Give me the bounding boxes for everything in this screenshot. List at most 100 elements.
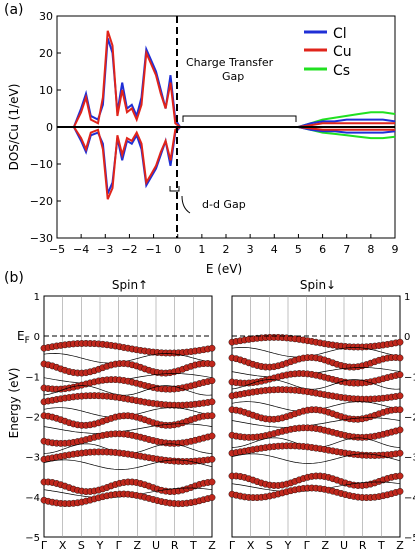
band-weight-dot bbox=[396, 449, 404, 457]
k-point-label: X bbox=[247, 539, 255, 552]
band-y-tick-label: −1 bbox=[404, 372, 415, 383]
band-line bbox=[231, 453, 401, 464]
k-point-label: U bbox=[152, 539, 160, 552]
dos-x-tick-label: 0 bbox=[174, 243, 181, 256]
k-point-label: Y bbox=[284, 539, 292, 552]
band-y-tick-label: −3 bbox=[25, 453, 40, 464]
legend-label-cu: Cu bbox=[333, 44, 352, 60]
dos-y-tick-label: −10 bbox=[30, 158, 53, 171]
band-line bbox=[43, 423, 213, 434]
band-weight-dot bbox=[396, 392, 404, 400]
band-y-tick-label: −5 bbox=[25, 533, 40, 544]
ct-gap-label-line2: Gap bbox=[222, 70, 244, 83]
legend-label-cl: Cl bbox=[333, 26, 347, 42]
band-weight-dot bbox=[396, 426, 404, 434]
dos-x-axis-label: E (eV) bbox=[206, 262, 242, 276]
dos-series-cu-down bbox=[73, 126, 395, 200]
k-point-label: U bbox=[340, 539, 348, 552]
dd-gap-label: d-d Gap bbox=[202, 198, 246, 211]
band-y-axis-label: Energy (eV) bbox=[7, 368, 21, 439]
band-y-tick-label: −2 bbox=[25, 413, 40, 424]
band-y-tick-label: 0 bbox=[34, 332, 40, 343]
dos-y-ticks: −30 −20 −10 0 10 20 30 bbox=[30, 10, 61, 245]
k-point-label: X bbox=[59, 539, 67, 552]
dos-x-tick-label: 9 bbox=[392, 243, 399, 256]
ct-gap-bracket bbox=[182, 115, 297, 122]
panel-a-label: (a) bbox=[4, 2, 24, 18]
band-weight-dot bbox=[208, 398, 216, 406]
dos-x-tick-label: −3 bbox=[97, 243, 113, 256]
k-point-label: Y bbox=[96, 539, 104, 552]
bands-right bbox=[228, 296, 404, 537]
dos-y-axis-label: DOS/Cu (1/eV) bbox=[7, 84, 21, 171]
panel-b-label: (b) bbox=[4, 270, 24, 286]
band-weight-dot bbox=[208, 377, 216, 385]
dos-series-cu-up bbox=[73, 30, 395, 128]
k-point-label: S bbox=[78, 539, 85, 552]
band-line bbox=[43, 385, 213, 396]
dos-y-tick-label: 30 bbox=[39, 10, 53, 23]
band-weight-dot bbox=[396, 406, 404, 414]
k-point-label: Γ bbox=[116, 539, 123, 552]
k-point-label: Z bbox=[208, 539, 216, 552]
band-line bbox=[231, 417, 401, 428]
band-line bbox=[43, 459, 213, 470]
dos-x-tick-label: 5 bbox=[295, 243, 302, 256]
dos-y-tick-label: −20 bbox=[30, 195, 53, 208]
ct-gap-label-line1: Charge Transfer bbox=[186, 56, 274, 69]
dd-gap-bracket bbox=[169, 186, 180, 192]
dos-x-ticks: −5 −4 −3 −2 −1 0 1 2 3 4 5 6 7 8 9 bbox=[49, 234, 399, 256]
k-point-label: Z bbox=[134, 539, 142, 552]
dos-x-tick-label: −4 bbox=[73, 243, 89, 256]
dos-y-tick-label: 10 bbox=[39, 84, 53, 97]
band-weight-dot bbox=[208, 494, 216, 501]
dos-x-tick-label: 2 bbox=[223, 243, 230, 256]
dos-x-tick-label: −2 bbox=[121, 243, 137, 256]
band-y-tick-label: 1 bbox=[34, 292, 40, 303]
bands-left bbox=[40, 296, 216, 537]
band-y-tick-label: −1 bbox=[25, 372, 40, 383]
band-y-tick-label: −2 bbox=[404, 413, 415, 424]
band-weight-dot bbox=[208, 478, 216, 486]
band-y-tick-label: 0 bbox=[404, 332, 410, 343]
band-y-tick-label: −4 bbox=[25, 493, 40, 504]
k-point-label: Γ bbox=[304, 539, 311, 552]
dos-x-tick-label: 4 bbox=[271, 243, 278, 256]
dos-y-tick-label: −30 bbox=[30, 232, 53, 245]
dd-gap-arrow bbox=[181, 195, 191, 214]
dos-x-tick-label: 7 bbox=[343, 243, 350, 256]
band-y-tick-label: −4 bbox=[404, 493, 415, 504]
band-weight-dot bbox=[208, 360, 216, 368]
band-weight-dot bbox=[208, 344, 216, 352]
band-weight-dot bbox=[396, 338, 404, 346]
band-weight-dot bbox=[396, 487, 404, 495]
band-line bbox=[231, 379, 401, 390]
k-point-label: Γ bbox=[41, 539, 48, 552]
band-weight-dot bbox=[396, 371, 404, 379]
dos-legend: Cl Cu Cs bbox=[304, 26, 352, 79]
dos-x-tick-label: 8 bbox=[367, 243, 374, 256]
k-point-label: T bbox=[189, 539, 197, 552]
dos-x-tick-label: 3 bbox=[247, 243, 254, 256]
band-y-tick-label: 1 bbox=[404, 292, 410, 303]
spin-down-title: Spin↓ bbox=[300, 278, 336, 292]
dos-y-tick-label: 0 bbox=[46, 121, 53, 134]
dos-x-tick-label: 6 bbox=[319, 243, 326, 256]
legend-label-cs: Cs bbox=[333, 63, 350, 79]
dos-y-tick-label: 20 bbox=[39, 47, 53, 60]
k-point-label: S bbox=[266, 539, 273, 552]
band-weight-dot bbox=[208, 412, 216, 420]
band-weight-dot bbox=[208, 455, 216, 463]
band-y-ticks-left: 1 0 −1 −2 −3 −4 −5 bbox=[25, 292, 40, 544]
dos-x-tick-label: −1 bbox=[145, 243, 161, 256]
k-point-label: R bbox=[171, 539, 179, 552]
k-point-label: T bbox=[377, 539, 385, 552]
dos-x-tick-label: 1 bbox=[198, 243, 205, 256]
band-weight-dot bbox=[396, 354, 404, 362]
band-y-ticks-right: 1 0 −1 −2 −3 −4 −5 bbox=[404, 292, 415, 544]
